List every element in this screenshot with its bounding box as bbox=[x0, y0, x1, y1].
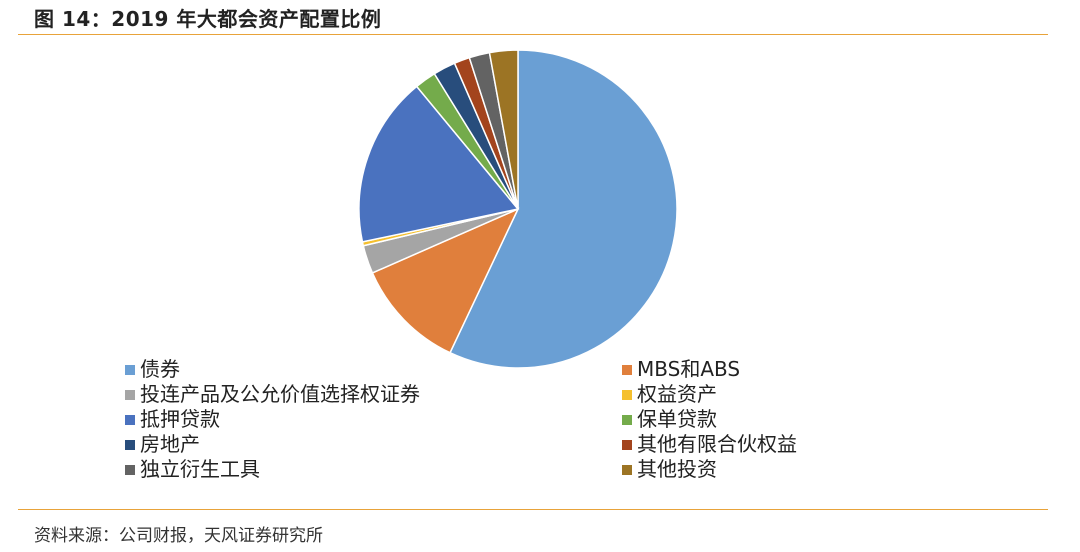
legend-item-7: 其他有限合伙权益 bbox=[622, 432, 882, 457]
legend-item-4: 抵押贷款 bbox=[125, 407, 622, 432]
pie-slice-1 bbox=[371, 207, 520, 354]
legend-item-8: 独立衍生工具 bbox=[125, 457, 622, 482]
legend-item-0: 债券 bbox=[125, 357, 622, 382]
legend-item-9: 其他投资 bbox=[622, 457, 882, 482]
legend-swatch-2 bbox=[125, 389, 135, 400]
chart-legend: 债券 MBS和ABS 投连产品及公允价值选择权证券 权益资产 抵押贷款 保单贷款 房地产 其他… bbox=[125, 357, 885, 482]
legend-label-8: 独立衍生工具 bbox=[140, 457, 260, 481]
figure-title: 图 14：2019 年大都会资产配置比例 bbox=[34, 7, 382, 31]
legend-item-2: 投连产品及公允价值选择权证券 bbox=[125, 382, 622, 407]
pie-slice-4 bbox=[358, 85, 520, 243]
legend-swatch-0 bbox=[125, 364, 135, 375]
legend-item-5: 保单贷款 bbox=[622, 407, 882, 432]
pie-slice-9 bbox=[488, 49, 519, 210]
bottom-divider bbox=[18, 509, 1048, 510]
legend-swatch-7 bbox=[622, 439, 632, 450]
legend-label-3: 权益资产 bbox=[637, 382, 717, 406]
legend-item-1: MBS和ABS bbox=[622, 357, 882, 382]
legend-swatch-3 bbox=[622, 389, 632, 400]
legend-swatch-8 bbox=[125, 464, 135, 475]
legend-label-2: 投连产品及公允价值选择权证券 bbox=[140, 382, 420, 406]
legend-swatch-6 bbox=[125, 439, 135, 450]
legend-swatch-4 bbox=[125, 414, 135, 425]
legend-label-9: 其他投资 bbox=[637, 457, 717, 481]
legend-item-6: 房地产 bbox=[125, 432, 622, 457]
legend-label-1: MBS和ABS bbox=[637, 357, 741, 381]
legend-label-6: 房地产 bbox=[140, 432, 200, 456]
legend-swatch-1 bbox=[622, 364, 632, 375]
pie-slice-0 bbox=[449, 49, 678, 369]
legend-label-0: 债券 bbox=[140, 357, 180, 381]
legend-label-4: 抵押贷款 bbox=[140, 407, 220, 431]
top-divider bbox=[18, 34, 1048, 35]
legend-label-7: 其他有限合伙权益 bbox=[637, 432, 797, 456]
legend-swatch-9 bbox=[622, 464, 632, 475]
legend-label-5: 保单贷款 bbox=[637, 407, 717, 431]
figure-source: 资料来源：公司财报，天风证券研究所 bbox=[34, 526, 323, 546]
legend-item-3: 权益资产 bbox=[622, 382, 882, 407]
legend-swatch-5 bbox=[622, 414, 632, 425]
pie-chart bbox=[358, 49, 678, 369]
